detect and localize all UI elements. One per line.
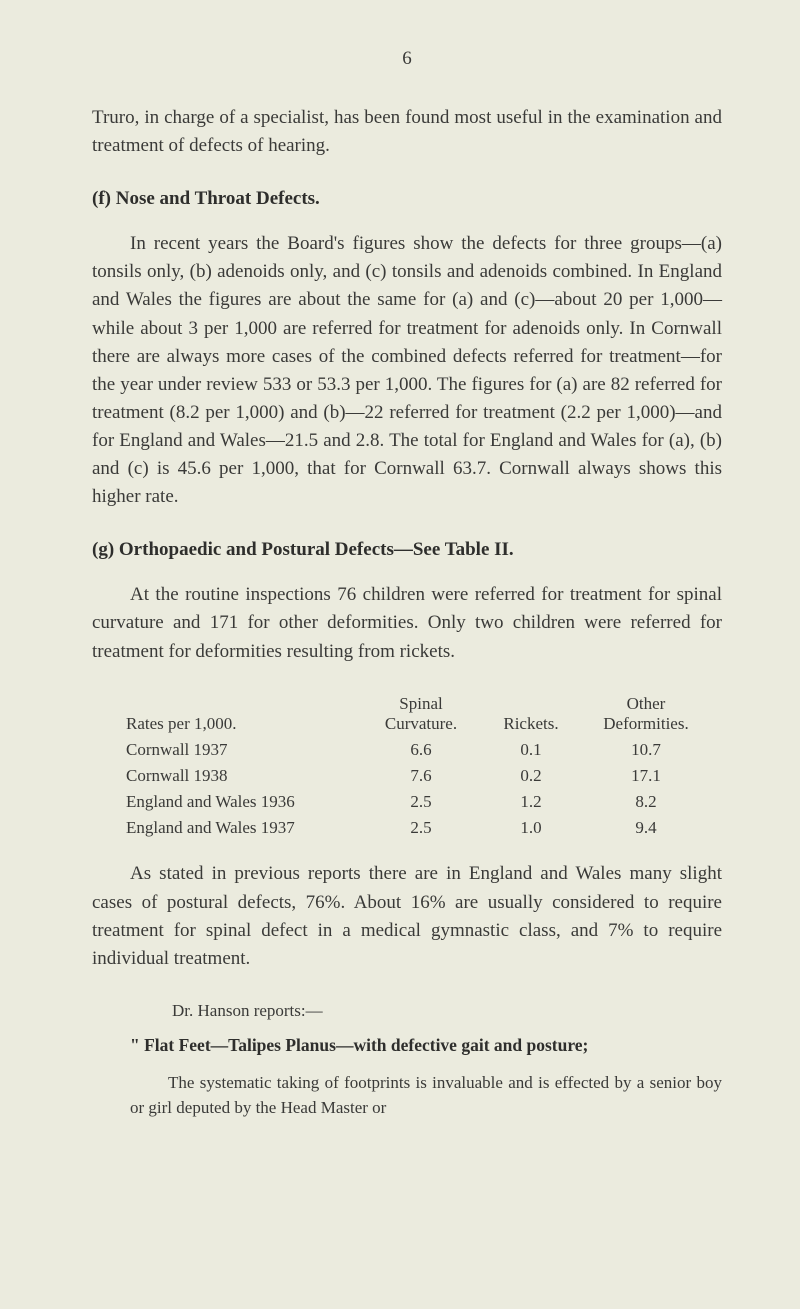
section-g-paragraph-2: As stated in previous reports there are …: [92, 860, 722, 972]
table-cell-spinal: 6.6: [366, 740, 476, 760]
rates-table: Rates per 1,000. Spinal Curvature. Ricke…: [126, 694, 722, 839]
section-g-heading: (g) Orthopaedic and Postural Defects—See…: [92, 539, 722, 561]
table-cell-label: England and Wales 1937: [126, 818, 366, 838]
table-cell-other: 8.2: [586, 792, 706, 812]
table-cell-spinal: 2.5: [366, 792, 476, 812]
table-cell-spinal: 2.5: [366, 818, 476, 838]
table-cell-rickets: 1.2: [476, 792, 586, 812]
table-cell-spinal: 7.6: [366, 766, 476, 786]
intro-paragraph: Truro, in charge of a specialist, has be…: [92, 104, 722, 160]
table-header-row: Rates per 1,000. Spinal Curvature. Ricke…: [126, 694, 722, 735]
table-cell-rickets: 0.2: [476, 766, 586, 786]
table-header-label: Rates per 1,000.: [126, 694, 366, 735]
quote-heading: " Flat Feet—Talipes Planus—with defectiv…: [130, 1035, 722, 1056]
table-cell-rickets: 0.1: [476, 740, 586, 760]
table-cell-other: 17.1: [586, 766, 706, 786]
table-row: England and Wales 1937 2.5 1.0 9.4: [126, 818, 722, 838]
section-f-paragraph: In recent years the Board's figures show…: [92, 230, 722, 511]
table-cell-other: 10.7: [586, 740, 706, 760]
table-header-other: Other Deformities.: [586, 694, 706, 735]
table-row: England and Wales 1936 2.5 1.2 8.2: [126, 792, 722, 812]
table-header-rickets: Rickets.: [476, 694, 586, 735]
table-cell-label: England and Wales 1936: [126, 792, 366, 812]
page-number: 6: [92, 48, 722, 70]
table-row: Cornwall 1937 6.6 0.1 10.7: [126, 740, 722, 760]
report-attribution: Dr. Hanson reports:—: [172, 1001, 722, 1021]
table-cell-other: 9.4: [586, 818, 706, 838]
quote-paragraph: The systematic taking of footprints is i…: [130, 1070, 722, 1120]
table-row: Cornwall 1938 7.6 0.2 17.1: [126, 766, 722, 786]
section-g-paragraph-1: At the routine inspections 76 children w…: [92, 581, 722, 665]
table-cell-rickets: 1.0: [476, 818, 586, 838]
table-cell-label: Cornwall 1937: [126, 740, 366, 760]
table-header-spinal: Spinal Curvature.: [366, 694, 476, 735]
section-f-heading: (f) Nose and Throat Defects.: [92, 188, 722, 210]
table-cell-label: Cornwall 1938: [126, 766, 366, 786]
